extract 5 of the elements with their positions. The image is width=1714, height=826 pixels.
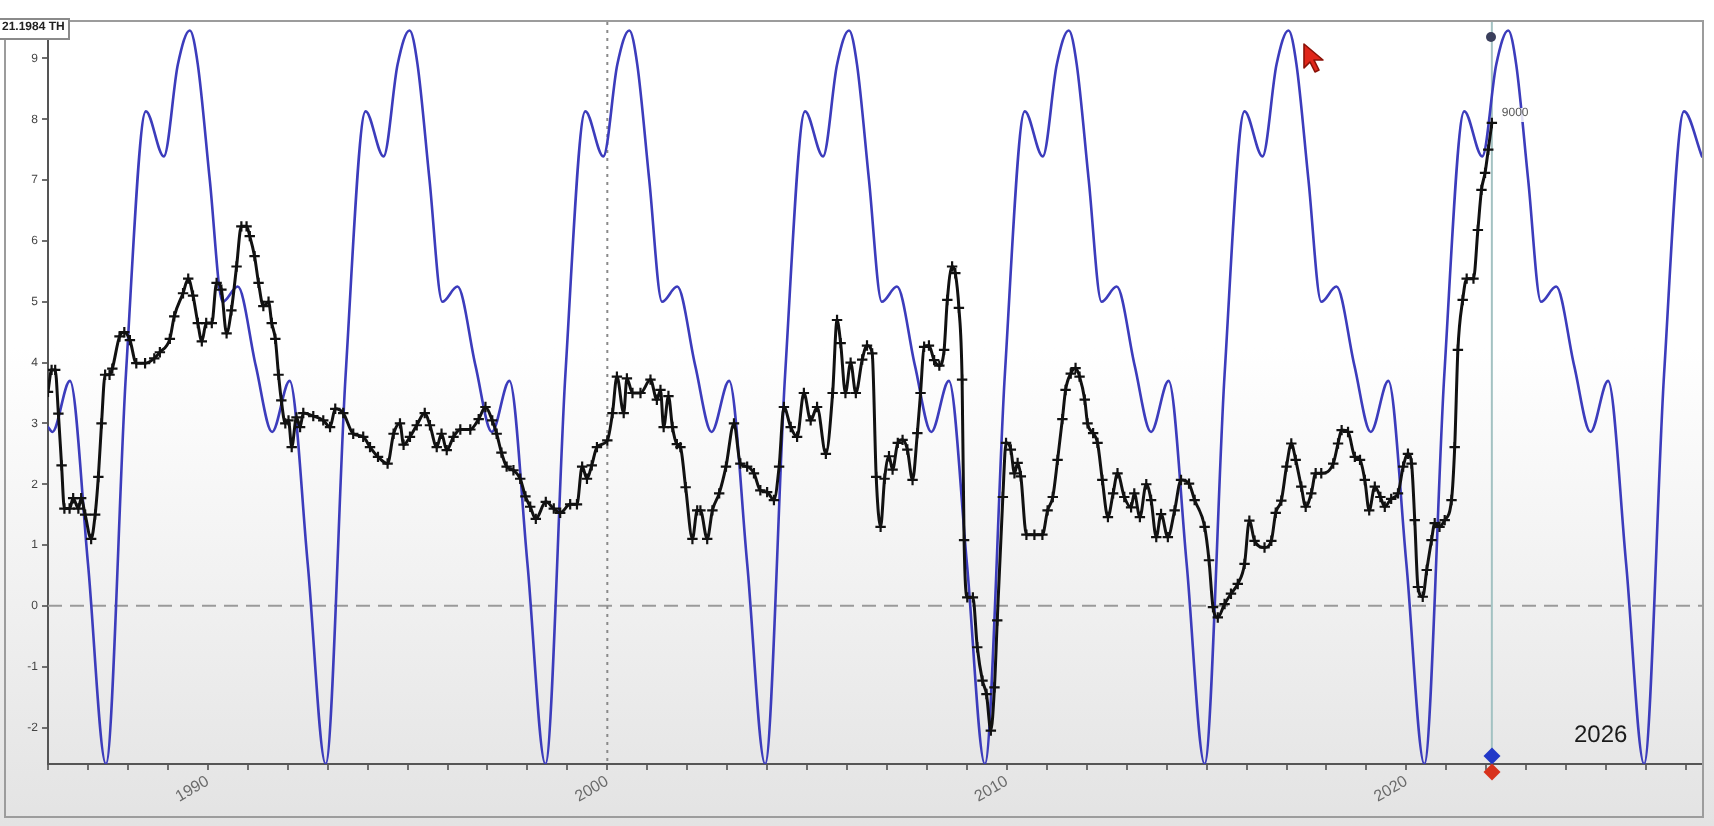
x-tick-label: 2010 — [971, 771, 1012, 806]
x-tick-label: 1990 — [172, 771, 213, 806]
x-tick-label: 2000 — [571, 771, 613, 806]
x-tick-label: 2020 — [1370, 771, 1412, 806]
annotation: 2026 — [1574, 720, 1628, 748]
